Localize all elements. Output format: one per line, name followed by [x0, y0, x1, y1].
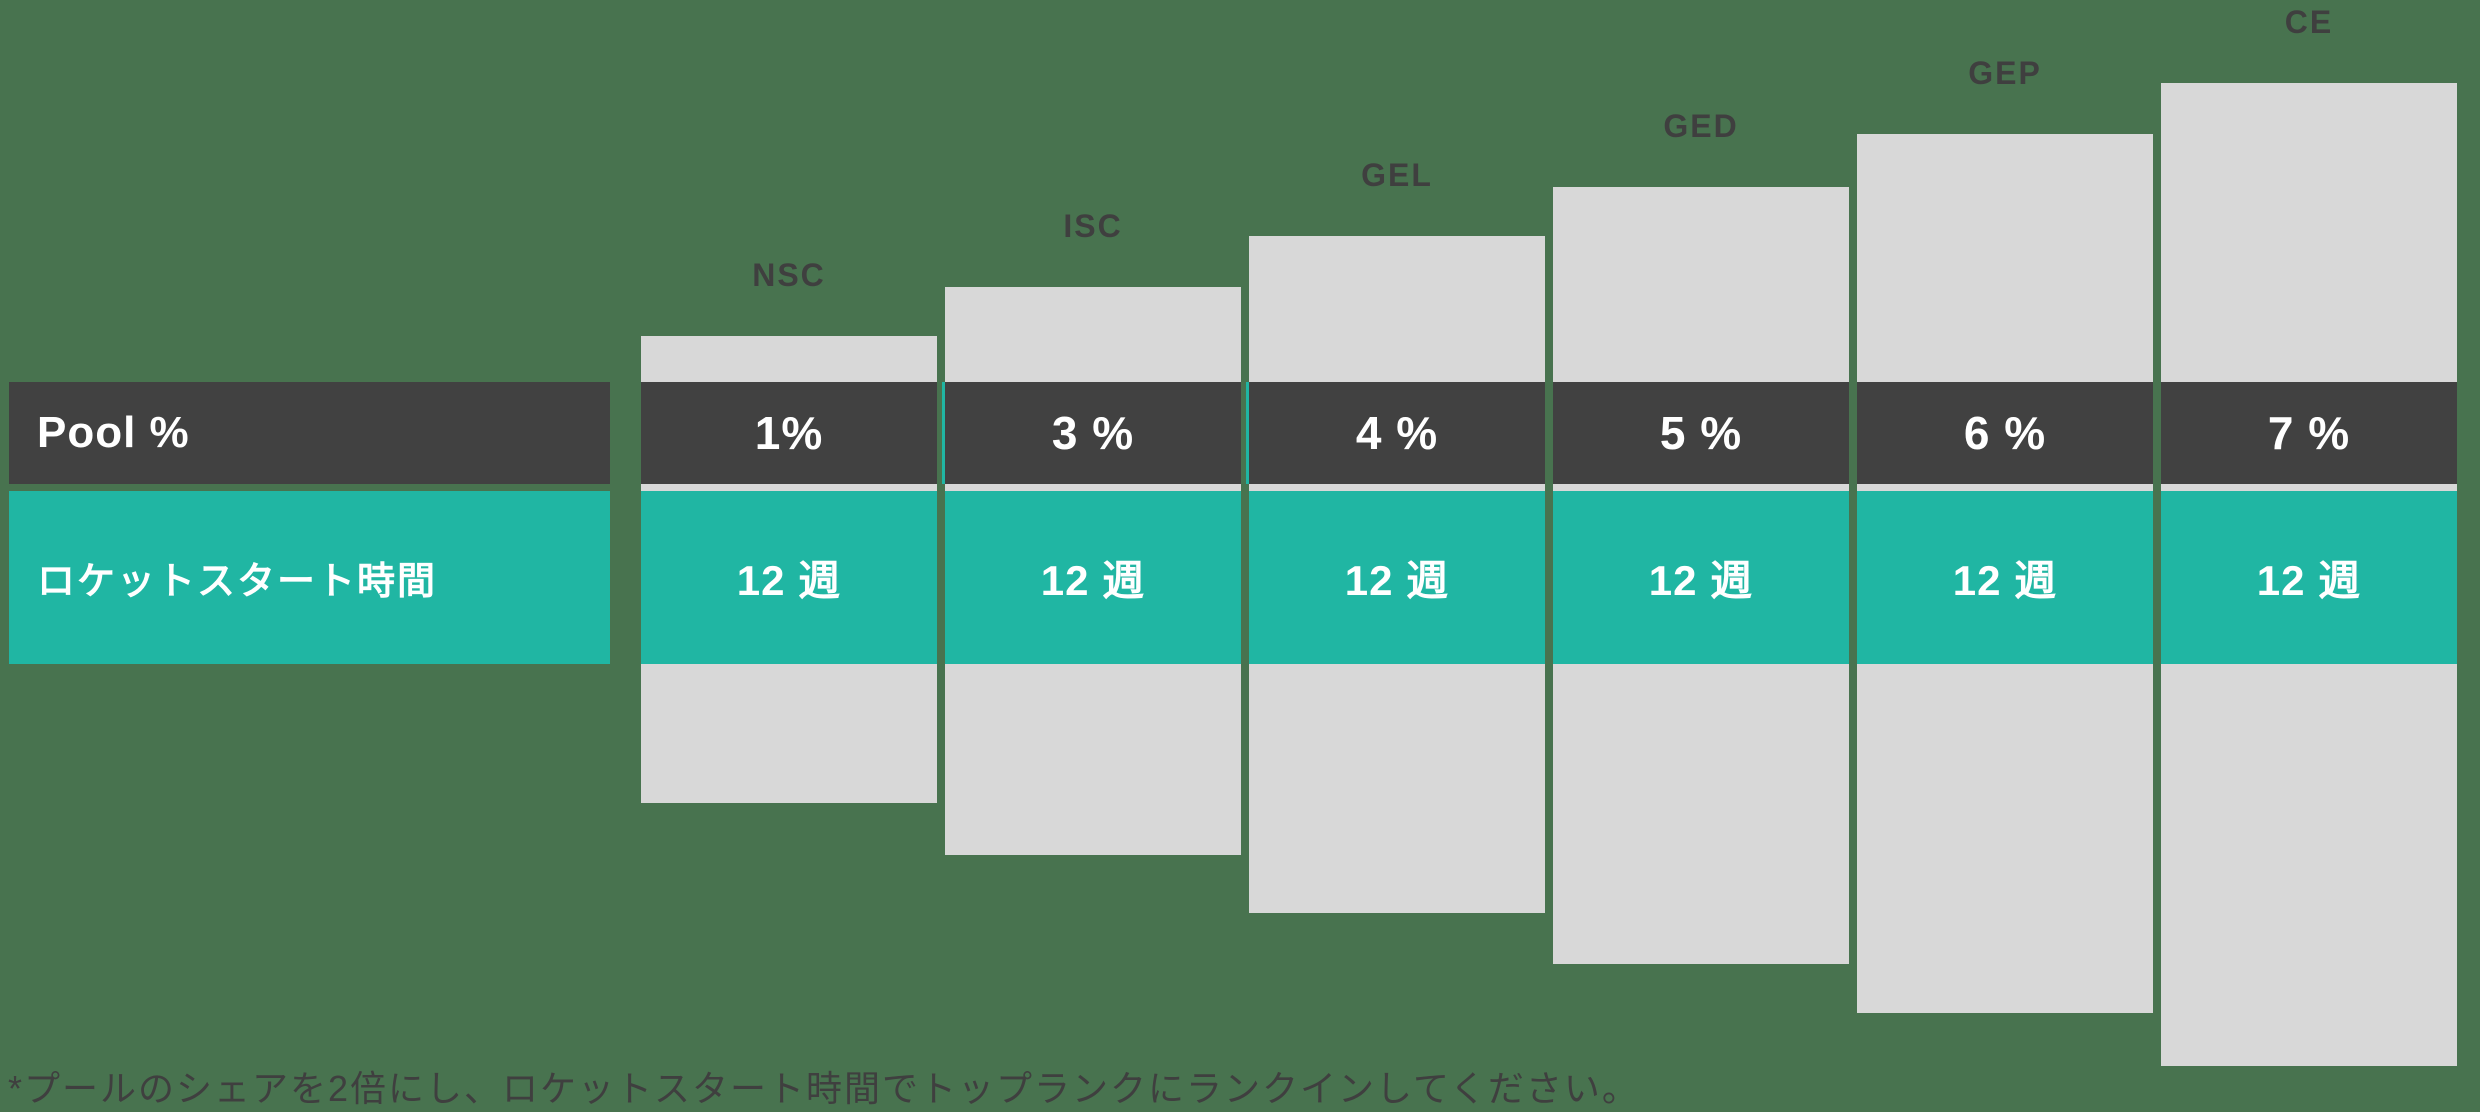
rocket-value-cell: 12 週: [1857, 491, 2153, 664]
rocket-row-header: ロケットスタート時間: [9, 491, 610, 664]
pool-value-cell: 6 %: [1857, 382, 2153, 484]
teal-accent-line: [942, 382, 945, 484]
tier-column: ISC 3 % 12 週: [945, 0, 1241, 1107]
pool-value-cell: 3 %: [945, 382, 1241, 484]
footnote: *プールのシェアを2倍にし、ロケットスタート時間でトップランクにランクインしてく…: [8, 1068, 1640, 1109]
pool-value-cell: 4 %: [1249, 382, 1545, 484]
tier-label: CE: [2284, 4, 2334, 40]
rocket-value-cell: 12 週: [641, 491, 937, 664]
tier-label: GEL: [1361, 157, 1433, 193]
rocket-value-cell: 12 週: [1249, 491, 1545, 664]
tier-label: GED: [1663, 108, 1739, 144]
pool-row-label: Pool %: [37, 408, 190, 457]
tier-column: GEP 6 % 12 週: [1857, 0, 2153, 1107]
tier-label: NSC: [752, 257, 826, 293]
pool-value-cell: 5 %: [1553, 382, 1849, 484]
teal-accent-line: [1246, 382, 1249, 484]
tier-column: NSC 1% 12 週: [641, 0, 937, 1107]
tier-label: ISC: [1063, 208, 1123, 244]
tier-column: GEL 4 % 12 週: [1249, 0, 1545, 1107]
pool-row-header: Pool %: [9, 382, 610, 484]
rocket-row-label: ロケットスタート時間: [37, 561, 438, 603]
tier-label: GEP: [1968, 55, 2042, 91]
tier-column: CE 7 % 12 週: [2161, 0, 2457, 1107]
tier-column: GED 5 % 12 週: [1553, 0, 1849, 1107]
pool-value-cell: 1%: [641, 382, 937, 484]
pool-value-cell: 7 %: [2161, 382, 2457, 484]
rocket-value-cell: 12 週: [2161, 491, 2457, 664]
rocket-value-cell: 12 週: [945, 491, 1241, 664]
rocket-value-cell: 12 週: [1553, 491, 1849, 664]
